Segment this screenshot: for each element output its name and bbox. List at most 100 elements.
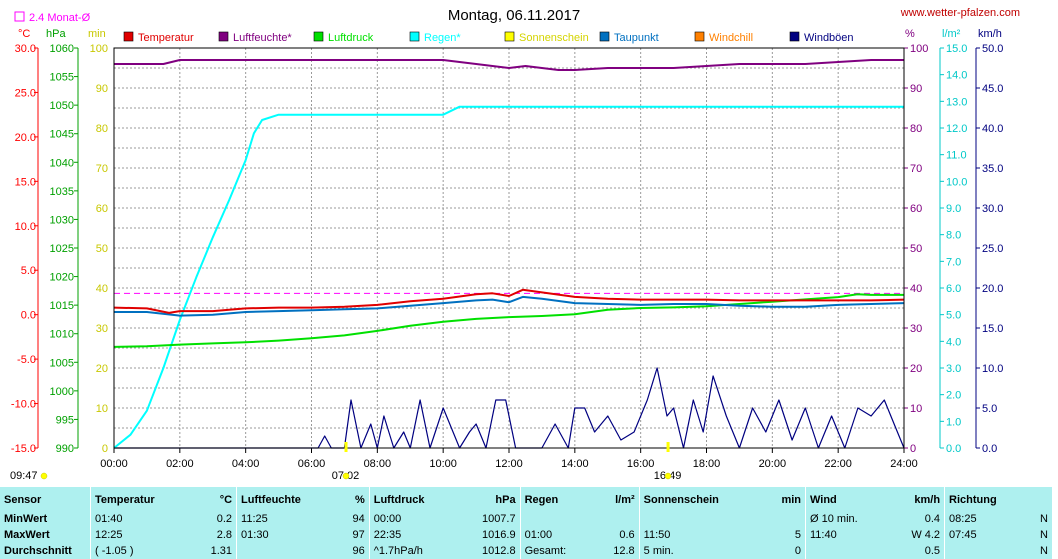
time-tick-label: 18:00 (693, 458, 721, 470)
chart-grid (114, 48, 904, 448)
sun-value (764, 511, 806, 527)
temperature-axis-tick-label: -15.0 (11, 443, 36, 455)
hum-value: 97 (352, 529, 365, 541)
time-tick-label: 14:00 (561, 458, 589, 470)
header-direction-unit (1028, 487, 1052, 511)
rain-axis-tick-label: 9.0 (946, 203, 961, 215)
row-label: MaxWert (4, 529, 50, 541)
pressure-axis-tick-label: 1035 (50, 186, 74, 198)
time-tick-label: 00:00 (100, 458, 128, 470)
hum-value: 96 (352, 545, 365, 557)
temp-value: 2.8 (216, 529, 233, 541)
temperature-axis-tick-label: 15.0 (15, 176, 36, 188)
table-row-min: MinWert 01:40 0.2 11:25 94 00:00 1007.7 … (0, 511, 1052, 527)
wind-axis-tick-label: 20.0 (982, 283, 1003, 295)
header-humidity: Luftfeuchte (236, 487, 339, 511)
sun-icon (664, 472, 672, 480)
legend-label: Luftfeuchte* (233, 32, 292, 44)
pressure-axis-tick-label: 1055 (50, 72, 74, 84)
sun-marker (344, 442, 348, 452)
sun-icon (342, 472, 350, 480)
dir-value: N (1040, 513, 1048, 525)
legend-label: Windböen (804, 32, 854, 44)
header-rain-unit: l/m² (615, 494, 635, 506)
header-temperature-unit: °C (219, 494, 233, 506)
temperature-axis-tick-label: -5.0 (17, 354, 36, 366)
wind-time: 11:40 (805, 527, 890, 543)
wind-axis-tick-label: 45.0 (982, 83, 1003, 95)
legend-swatch (504, 31, 515, 42)
rain-value (595, 511, 640, 527)
legend-swatch (123, 31, 134, 42)
rain-time: Gesamt: (519, 543, 595, 559)
time-tick-label: 04:00 (232, 458, 260, 470)
plot-frame (113, 47, 905, 449)
sunshine-axis-tick-label: 0 (102, 443, 108, 455)
table-row-max: MaxWert 12:25 2.8 01:30 97 22:35 1016.9 … (0, 527, 1052, 543)
sun-time: 11:50 (638, 527, 764, 543)
header-wind: Wind (805, 487, 890, 511)
pressure-axis-tick-label: 1045 (50, 129, 74, 141)
sunshine-axis-tick-label: 100 (90, 43, 108, 55)
header-rain: Regen (519, 487, 595, 511)
humidity-axis-tick-label: 30 (910, 323, 922, 335)
wind-value: 0.5 (924, 545, 941, 557)
pressure-axis-tick-label: 1060 (50, 43, 74, 55)
temperature-axis-tick-label: 25.0 (15, 87, 36, 99)
sunshine-axis-tick-label: 10 (96, 403, 108, 415)
rain-axis-tick-label: 7.0 (946, 256, 961, 268)
series-temperatur (113, 288, 905, 314)
legend-label: Taupunkt (614, 32, 659, 44)
legend-label: Sonnenschein (519, 32, 589, 44)
rain-axis-tick-label: 1.0 (946, 416, 961, 428)
pressure-axis-tick-label: 1020 (50, 272, 74, 284)
press-time: 22:35 (368, 527, 458, 543)
sunshine-axis-tick-label: 70 (96, 163, 108, 175)
dir-value: N (1040, 545, 1048, 557)
pressure-axis-tick-label: 990 (56, 443, 74, 455)
time-axis: 00:00 02:00 04:00 06:00 08:00 10:00 12:00 14:00… (100, 448, 918, 470)
humidity-axis-tick-label: 40 (910, 283, 922, 295)
left-axes: 30.0 25.0 20.0 15.0 10.0 5.0 0.0 -5.0 -10.0 -15.0… (11, 43, 115, 455)
temperature-axis-tick-label: -10.0 (11, 399, 36, 411)
press-time: ^1.7hPa/h (368, 543, 458, 559)
wind-value: 0.4 (924, 513, 941, 525)
legend-label: Windchill (709, 32, 753, 44)
dir-time: 08:25 (944, 511, 1029, 527)
unit-sunshine: min (88, 28, 106, 40)
wind-axis-tick-label: 35.0 (982, 163, 1003, 175)
rain-time (519, 511, 595, 527)
legend-swatch (218, 31, 229, 42)
pressure-axis-tick-label: 1000 (50, 386, 74, 398)
time-markers: 07:0216:4909:47 (10, 442, 681, 482)
rain-time: 01:00 (519, 527, 595, 543)
humidity-axis-tick-label: 0 (910, 443, 916, 455)
sunshine-axis-tick-label: 50 (96, 243, 108, 255)
series-regen (113, 105, 904, 449)
source-url[interactable]: www.wetter-pfalzen.com (900, 7, 1020, 19)
temperature-axis-tick-label: 10.0 (15, 221, 36, 233)
sun-time: 5 min. (638, 543, 764, 559)
header-direction: Richtung (944, 487, 1029, 511)
wind-time: Ø 10 min. (805, 511, 890, 527)
pressure-axis-tick-label: 1030 (50, 214, 74, 226)
wind-axis-tick-label: 10.0 (982, 363, 1003, 375)
time-tick-label: 24:00 (890, 458, 918, 470)
pressure-axis-tick-label: 1010 (50, 329, 74, 341)
dir-value: N (1040, 529, 1048, 541)
dir-time: 07:45 (944, 527, 1029, 543)
wind-axis-tick-label: 0.0 (982, 443, 997, 455)
hum-time: 01:30 (236, 527, 339, 543)
legend-label: Luftdruck (328, 32, 374, 44)
sunshine-axis-tick-label: 60 (96, 203, 108, 215)
rain-axis-tick-label: 4.0 (946, 336, 961, 348)
unit-rain: l/m² (942, 28, 961, 40)
time-tick-label: 10:00 (429, 458, 457, 470)
temperature-axis-tick-label: 20.0 (15, 132, 36, 144)
unit-wind: km/h (978, 28, 1002, 40)
rain-axis-tick-label: 11.0 (946, 150, 967, 162)
time-tick-label: 22:00 (824, 458, 852, 470)
pressure-axis-tick-label: 1015 (50, 300, 74, 312)
sun-icon (40, 472, 48, 480)
summary-panel: Sensor Temperatur °C Luftfeuchte % Luftd… (0, 487, 1052, 559)
